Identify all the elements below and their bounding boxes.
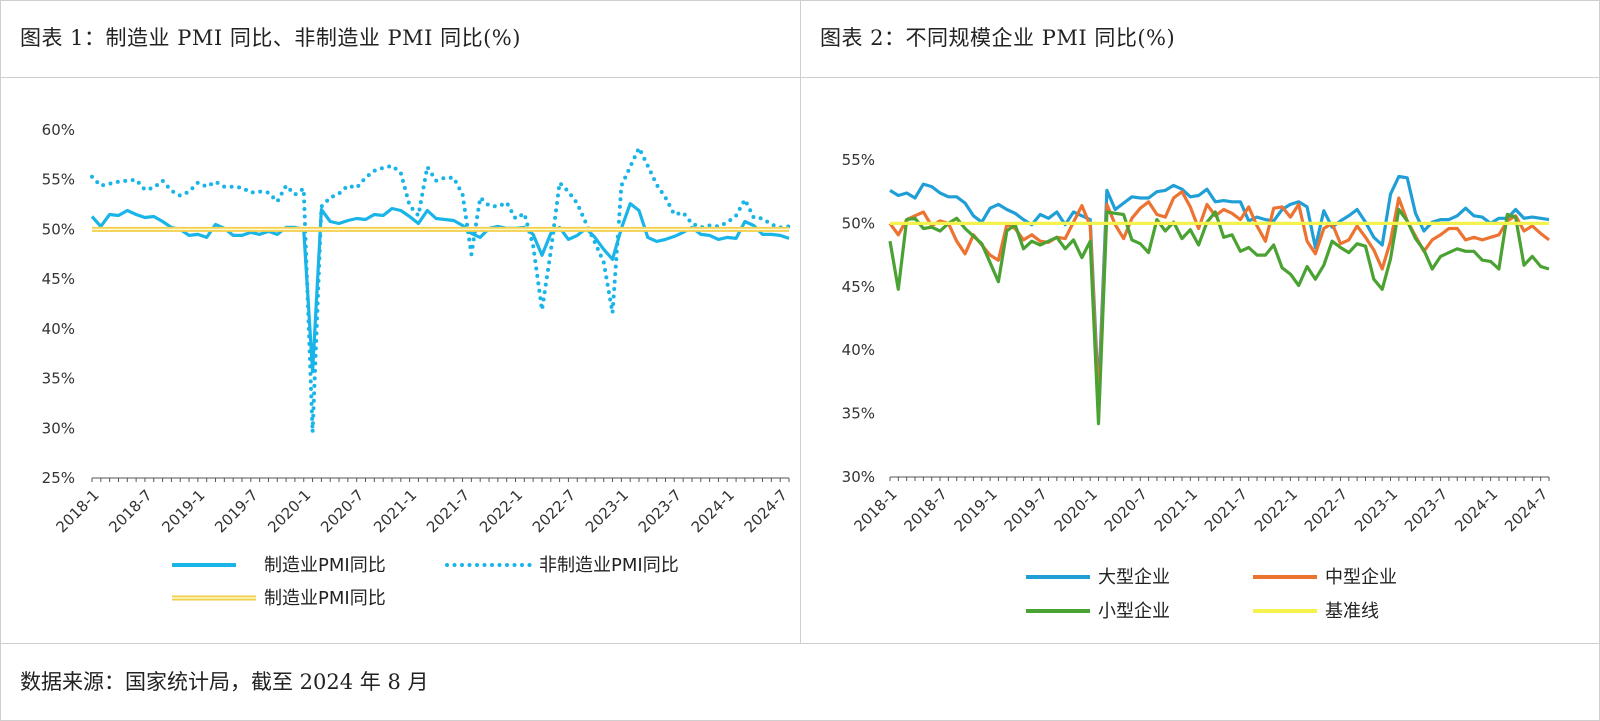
legend-label: 制造业PMI同比 [264, 555, 386, 576]
series-line-1 [888, 190, 1550, 408]
data-source-note: 数据来源：国家统计局，截至 2024 年 8 月 [20, 670, 429, 694]
x-tick-label: 2022-1 [476, 486, 526, 536]
y-tick-label: 55% [42, 171, 75, 189]
y-tick-label: 50% [842, 214, 875, 232]
x-tick-label: 2021-7 [423, 486, 473, 536]
panel-title-left: 图表 1：制造业 PMI 同比、非制造业 PMI 同比(%) [20, 26, 521, 50]
series-line-dotted [90, 145, 791, 435]
series-line-0 [90, 201, 790, 374]
y-tick-label: 45% [42, 270, 75, 288]
x-tick-label: 2019-7 [211, 486, 261, 536]
x-tick-label: 2020-1 [264, 486, 314, 536]
x-tick-label: 2019-1 [951, 485, 1001, 535]
series-line-0 [889, 174, 1550, 397]
series-line-2 [888, 207, 1550, 426]
legend-label: 制造业PMI同比 [264, 588, 386, 609]
y-tick-label: 40% [42, 320, 75, 338]
y-tick-label: 35% [42, 370, 75, 388]
y-tick-label: 60% [42, 121, 75, 139]
footer-divider [0, 643, 1600, 644]
x-tick-label: 2018-1 [52, 486, 102, 536]
x-tick-label: 2019-7 [1001, 485, 1051, 535]
x-tick-label: 2020-7 [1101, 485, 1151, 535]
y-tick-label: 50% [42, 220, 75, 238]
x-tick-label: 2024-7 [1501, 485, 1551, 535]
x-tick-label: 2024-1 [1451, 485, 1501, 535]
x-tick-label: 2022-7 [529, 486, 579, 536]
legend-label: 基准线 [1325, 601, 1379, 622]
x-tick-label: 2024-7 [741, 486, 791, 536]
y-tick-label: 40% [842, 341, 875, 359]
chart-enterprise-size-pmi: 30% 35% 40% 45% 50% 55% 2018-1 2018-7 2019-1 2019… [842, 151, 1552, 622]
x-tick-label: 2023-1 [1351, 485, 1401, 535]
x-tick-label: 2018-1 [850, 485, 900, 535]
x-tick-label: 2021-7 [1201, 485, 1251, 535]
x-tick-label: 2022-1 [1251, 485, 1301, 535]
x-tick-label: 2023-7 [1401, 485, 1451, 535]
y-tick-label: 25% [42, 469, 75, 487]
x-tick-label: 2018-7 [900, 485, 950, 535]
y-tick-label: 30% [42, 419, 75, 437]
panel-divider [800, 0, 801, 643]
panel-title-right: 图表 2：不同规模企业 PMI 同比(%) [820, 26, 1176, 50]
legend-label: 非制造业PMI同比 [539, 555, 679, 576]
x-tick-label: 2023-1 [582, 486, 632, 536]
legend-label: 小型企业 [1098, 601, 1170, 622]
x-tick-label: 2019-1 [158, 486, 208, 536]
x-tick-label: 2018-7 [105, 486, 155, 536]
legend-label: 中型企业 [1325, 567, 1397, 588]
y-tick-label: 35% [842, 405, 875, 423]
x-tick-label: 2020-1 [1051, 485, 1101, 535]
y-tick-label: 45% [842, 278, 875, 296]
legend-label: 大型企业 [1098, 567, 1170, 588]
y-tick-label: 55% [842, 151, 875, 169]
x-tick-label: 2024-1 [688, 486, 738, 536]
y-tick-label: 30% [842, 468, 875, 486]
x-tick-label: 2020-7 [317, 486, 367, 536]
x-tick-label: 2021-1 [1151, 485, 1201, 535]
x-tick-label: 2023-7 [635, 486, 685, 536]
chart-manufacturing-pmi: 25%30%35%40%45%50%55%60%2018-1 2018-7 2019… [42, 121, 791, 609]
x-tick-label: 2022-7 [1301, 485, 1351, 535]
x-tick-label: 2021-1 [370, 486, 420, 536]
